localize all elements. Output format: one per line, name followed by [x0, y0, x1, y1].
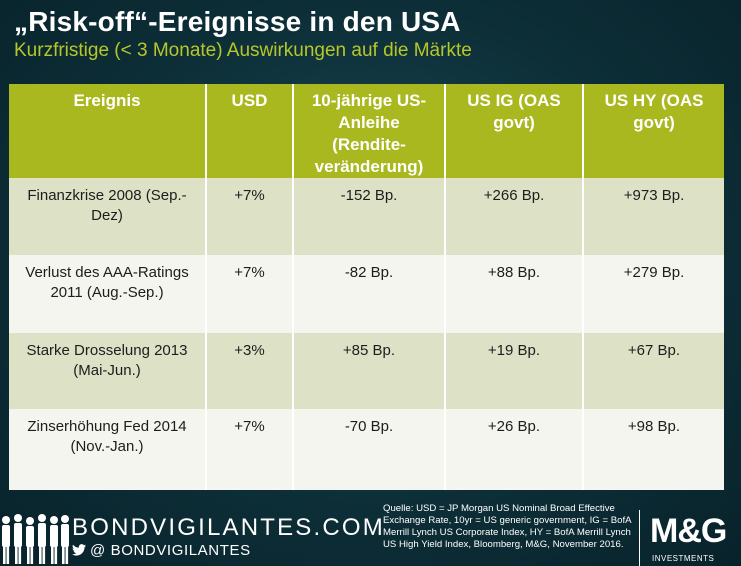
twitter-handle[interactable]: @ BONDVIGILANTES	[72, 542, 251, 559]
cell-hy: +98 Bp.	[583, 409, 724, 490]
header-10y-treasury: 10-jährige US-Anleihe (Rendite-veränderu…	[293, 84, 446, 178]
table-header-row: Ereignis USD 10-jährige US-Anleihe (Rend…	[9, 84, 724, 178]
cell-10y: +85 Bp.	[293, 333, 446, 409]
twitter-handle-text: @ BONDVIGILANTES	[90, 542, 251, 559]
header-event: Ereignis	[9, 84, 207, 178]
cell-hy: +67 Bp.	[583, 333, 724, 409]
table-row: Finanzkrise 2008 (Sep.-Dez) +7% -152 Bp.…	[9, 178, 724, 255]
cell-10y: -70 Bp.	[293, 409, 446, 490]
brand-website[interactable]: BONDVIGILANTES.COM	[72, 514, 385, 541]
cell-usd: +3%	[206, 333, 294, 409]
cell-usd: +7%	[206, 409, 294, 490]
table-row: Starke Drosselung 2013 (Mai-Jun.) +3% +8…	[9, 333, 724, 409]
cell-usd: +7%	[206, 255, 294, 333]
source-note: Quelle: USD = JP Morgan US Nominal Broad…	[383, 503, 631, 551]
table-row: Zinserhöhung Fed 2014 (Nov.-Jan.) +7% -7…	[9, 409, 724, 490]
cell-event: Zinserhöhung Fed 2014 (Nov.-Jan.)	[9, 409, 207, 490]
table-row: Verlust des AAA-Ratings 2011 (Aug.-Sep.)…	[9, 255, 724, 333]
cell-event: Starke Drosselung 2013 (Mai-Jun.)	[9, 333, 207, 409]
cell-10y: -152 Bp.	[293, 178, 446, 255]
cell-event: Finanzkrise 2008 (Sep.-Dez)	[9, 178, 207, 255]
mg-logo: M&G INVESTMENTS	[639, 510, 741, 566]
mg-logo-text: M&G	[650, 512, 727, 550]
cell-ig: +266 Bp.	[445, 178, 584, 255]
header-us-hy: US HY (OAS govt)	[583, 84, 724, 178]
cell-event: Verlust des AAA-Ratings 2011 (Aug.-Sep.)	[9, 255, 207, 333]
cell-ig: +26 Bp.	[445, 409, 584, 490]
page-subtitle: Kurzfristige (< 3 Monate) Auswirkungen a…	[14, 40, 472, 61]
cell-ig: +19 Bp.	[445, 333, 584, 409]
page-title: „Risk-off“-Ereignisse in den USA	[14, 6, 461, 37]
risk-off-table-container: Ereignis USD 10-jährige US-Anleihe (Rend…	[9, 84, 724, 490]
twitter-icon	[72, 544, 86, 556]
people-silhouettes-icon	[2, 514, 69, 564]
cell-hy: +973 Bp.	[583, 178, 724, 255]
cell-hy: +279 Bp.	[583, 255, 724, 333]
header-us-ig: US IG (OAS govt)	[445, 84, 584, 178]
cell-usd: +7%	[206, 178, 294, 255]
cell-10y: -82 Bp.	[293, 255, 446, 333]
risk-off-table: Ereignis USD 10-jährige US-Anleihe (Rend…	[9, 84, 724, 490]
mg-logo-subtitle: INVESTMENTS	[652, 554, 715, 563]
header-usd: USD	[206, 84, 294, 178]
cell-ig: +88 Bp.	[445, 255, 584, 333]
